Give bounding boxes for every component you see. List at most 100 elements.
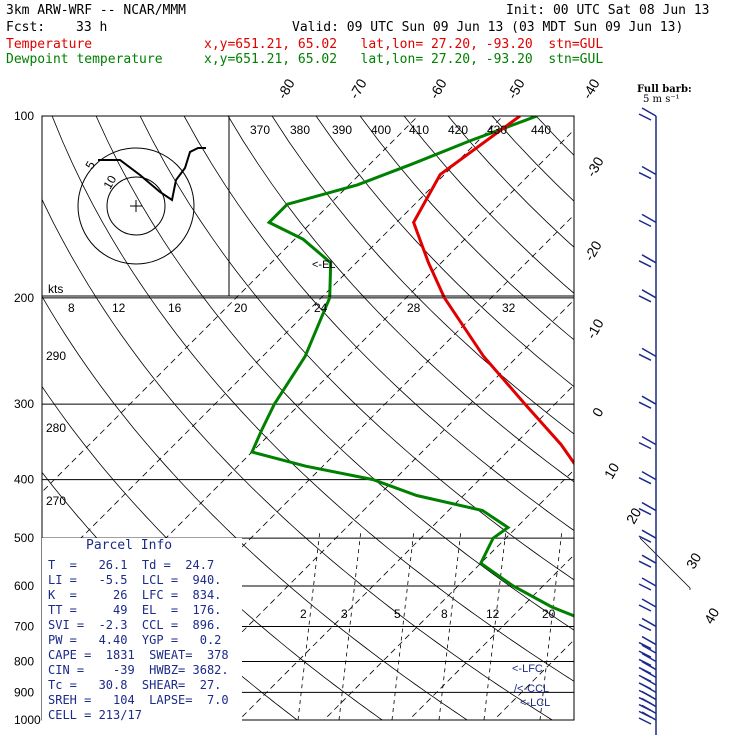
pressure-tick-label: 700 [14,619,34,633]
parcel-row: CAPE = 1831 SWEAT= 378 [48,648,229,662]
hodograph-ring [106,176,166,236]
wind-barb [641,435,657,446]
mixing-ratio-line [297,529,321,720]
parcel-row: Tc = 30.8 SHEAR= 27. [48,678,222,692]
isotherm-right-label: 40 [701,605,723,627]
hodograph-speed-label: 32 [502,301,516,315]
theta-label: 270 [46,494,66,508]
wind-barb [641,395,657,405]
hodograph-trace [98,147,206,202]
wind-barb [638,674,652,683]
pressure-tick-label: 500 [14,531,34,545]
dry-adiabat [535,116,574,156]
mixing-ratio-label: 3 [341,607,348,621]
dry-adiabat [227,116,574,483]
isotherm-right-label: -20 [581,238,605,264]
mixing-ratio-line [483,529,507,720]
isotherm-line [323,469,574,720]
parcel-row: SREH = 104 LAPSE= 7.0 [48,693,229,707]
dry-adiabat [403,116,574,294]
wind-barb [638,696,652,705]
isotherm-label: -40 [579,76,603,102]
lfc-marker: <-LFC [512,663,543,675]
wind-barb [638,476,652,485]
parcel-row: CIN = -39 HWBZ= 3682. [48,663,229,677]
dry-adiabat [359,116,574,341]
wind-barb [638,682,652,690]
isotherm-label: -50 [504,76,528,102]
isotherm-line [408,554,574,720]
wind-barb [638,658,652,667]
isotherm-line [42,116,504,578]
dry-adiabat [668,116,740,733]
wind-barb [638,623,652,632]
mixing-ratio-label: 12 [486,607,500,621]
theta-label: 400 [371,123,391,137]
theta-label: 390 [332,123,352,137]
hodograph-speed-label: 8 [68,301,75,315]
hodograph-speed-label: 12 [112,301,126,315]
wind-barb [641,501,657,512]
wind-barb [638,560,652,568]
wind-barb [638,583,652,591]
theta-label: 370 [250,123,270,137]
el-marker: <-EL [312,259,336,271]
theta-label: 280 [46,421,66,435]
wind-barb [638,171,652,180]
dry-adiabat [271,116,574,435]
parcel-row: CELL = 213/17 [48,708,142,722]
wind-barb [638,703,652,712]
mixing-ratio-label: 8 [441,607,448,621]
pressure-tick-label: 800 [14,654,34,668]
dry-adiabat [580,116,740,733]
theta-label: 290 [46,349,66,363]
isotherm-label: -60 [426,76,450,102]
plot-frame [41,115,575,721]
wind-barb [641,213,657,224]
wind-barb [641,470,657,481]
isotherm-right-label: -30 [583,154,607,180]
parcel-info-panel: Parcel Info T = 26.1 Td = 24.7 LI = -5.5… [42,538,242,734]
isotherm-line [724,57,740,740]
theta-label: 420 [448,123,468,137]
wind-barb [638,295,652,303]
dry-adiabat [51,116,574,682]
pressure-tick-label: 1000 [14,713,41,727]
parcel-row: TT = 49 EL = 176. [48,603,222,617]
isotherm-right-label: 20 [623,505,645,527]
dry-adiabat [712,116,740,733]
wind-barb [638,401,652,409]
isotherm-line [493,639,574,720]
forecast-hour: 33 h [76,20,108,35]
parcel-row: SVI = -2.3 CCL = 896. [48,618,222,632]
pressure-tick-label: 600 [14,579,34,593]
dewpoint-profile [249,116,574,618]
parcel-row: T = 26.1 Td = 24.7 [48,558,215,572]
theta-label: 380 [290,123,310,137]
wind-barb [638,441,652,450]
wind-barb [641,254,657,264]
wind-barb [641,554,657,564]
isotherm-right-label: -10 [583,316,607,342]
wind-barb [641,644,657,654]
parcel-row: K = 26 LFC = 834. [48,588,222,602]
lcl-marker: <-LCL [520,697,550,709]
dry-adiabat [95,116,574,631]
full-barb-label: Full barb: [637,84,692,95]
parcel-row: PW = 4.40 YGP = 0.2 [48,633,222,647]
wind-barb [638,641,652,650]
dry-adiabat [491,116,574,202]
theta-label: 440 [531,123,551,137]
hodograph-speed-label: 28 [407,301,421,315]
wind-barb [641,577,657,587]
isotherm-line [639,57,740,740]
wind-barb [641,165,657,176]
hodograph-ring [77,147,195,265]
init-time: Init: 00 UTC Sat 08 Jun 13 [506,3,710,18]
wind-barb [638,260,652,268]
wind-barb [638,507,652,516]
dry-adiabat [315,116,574,388]
hodograph-ring-label: 5 [82,158,98,171]
parcel-row: LI = -5.5 LCL = 940. [48,573,222,587]
full-barb-unit: 5 m s⁻¹ [643,94,680,105]
